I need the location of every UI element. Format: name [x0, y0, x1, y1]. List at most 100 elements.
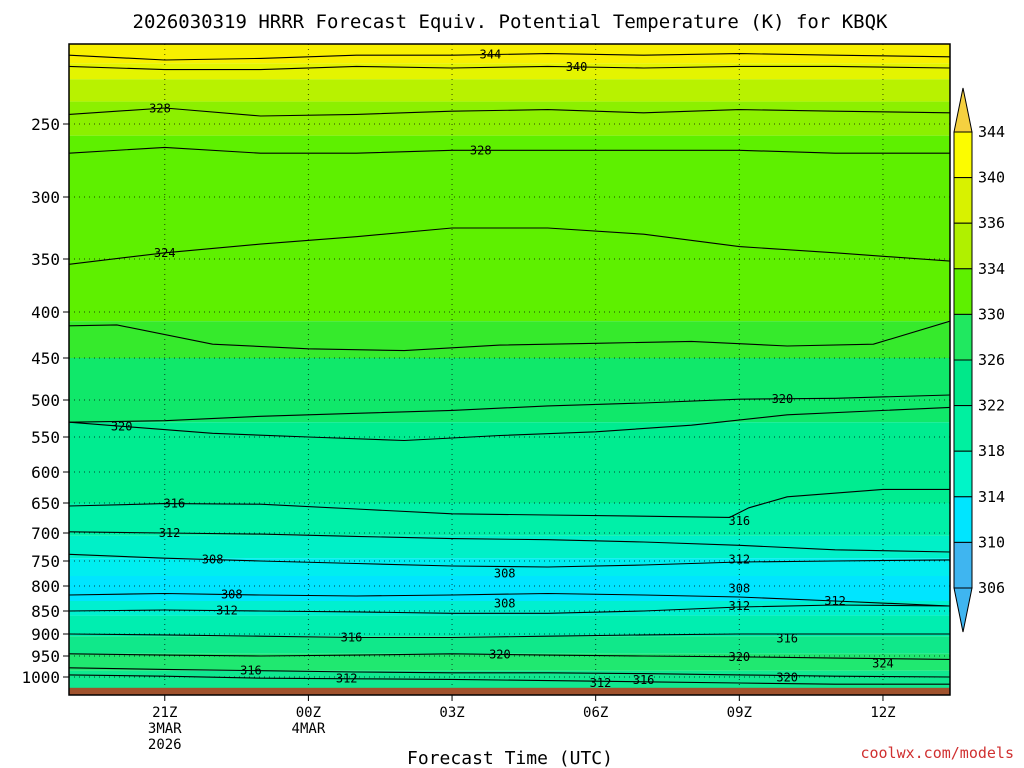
x-tick-label: 2026 [148, 737, 182, 753]
contour-label: 312 [728, 552, 750, 566]
colorbar-swatch [953, 405, 973, 452]
y-tick-label: 750 [31, 552, 60, 571]
y-tick-label: 400 [31, 303, 60, 322]
color-band [69, 101, 950, 136]
color-band [69, 321, 950, 358]
y-tick-label: 500 [31, 391, 60, 410]
contour-label: 308 [494, 597, 516, 611]
x-tick-label: 12Z [870, 705, 895, 721]
contour-label: 328 [470, 143, 492, 157]
contour-label: 316 [728, 514, 750, 528]
color-band [69, 601, 950, 616]
contour-line [69, 394, 950, 423]
colorbar-bottom-arrow [953, 587, 973, 633]
y-tick-label: 850 [31, 602, 60, 621]
y-tick-label: 300 [31, 188, 60, 207]
colorbar-tick-label: 318 [978, 442, 1005, 460]
contour-line [69, 53, 950, 61]
contour-line [69, 531, 950, 553]
y-tick-label: 800 [31, 577, 60, 596]
y-tick-label: 1000 [21, 668, 60, 687]
colorbar-tick-label: 326 [978, 351, 1005, 369]
chart-title: 2026030319 HRRR Forecast Equiv. Potentia… [133, 11, 889, 33]
colorbar-tick-label: 306 [978, 579, 1005, 597]
colorbar-tick-label: 344 [978, 123, 1005, 141]
y-tick-label: 900 [31, 625, 60, 644]
color-band [69, 503, 950, 536]
contour-line [69, 227, 950, 265]
y-tick-label: 550 [31, 428, 60, 447]
plot-area: 344 340 328 328 324 320 320 316 312 308 308 312 316 3… [69, 44, 950, 695]
dotted-gridlines [69, 44, 950, 695]
colorbar-swatch [953, 268, 973, 315]
colorbar-swatch [953, 496, 973, 543]
x-tick-label: 4MAR [292, 721, 326, 737]
contour-label: 324 [154, 246, 176, 260]
contour-label: 308 [221, 588, 243, 602]
contour-label: 312 [336, 672, 358, 686]
contour-label: 316 [341, 630, 363, 644]
contour-label: 328 [149, 101, 171, 115]
colorbar: 344 340 336 334 330 326 322 318 314 310 306 [953, 87, 1005, 633]
colorbar-swatch [953, 541, 973, 589]
color-band [69, 535, 950, 559]
color-band [69, 615, 950, 637]
contour-label: 324 [872, 657, 894, 671]
y-axis: 250 300 350 400 450 500 550 600 650 700 750 800 850 9… [21, 115, 69, 687]
y-tick-label: 600 [31, 463, 60, 482]
color-band [69, 653, 950, 671]
x-tick-label: 3MAR [148, 721, 182, 737]
contour-line [69, 592, 950, 607]
contour-lines: 344 340 328 328 324 320 320 316 312 308 308 312 316 3… [69, 48, 950, 690]
contour-label: 308 [728, 582, 750, 596]
contour-label: 316 [163, 497, 185, 511]
contour-line [69, 65, 950, 71]
credit-text: coolwx.com/models [860, 744, 1014, 762]
colorbar-tick-label: 336 [978, 214, 1005, 232]
contour-label: 312 [728, 599, 750, 613]
colorbar-top-arrow [953, 87, 973, 133]
y-tick-label: 700 [31, 524, 60, 543]
y-tick-label: 250 [31, 115, 60, 134]
y-tick-label: 950 [31, 647, 60, 666]
x-tick-label: 06Z [583, 705, 608, 721]
contour-line [69, 320, 950, 352]
contour-line [69, 653, 950, 660]
color-band [69, 63, 950, 80]
contour-line [69, 107, 950, 117]
color-band [69, 636, 950, 654]
colorbar-tick-label: 310 [978, 533, 1005, 551]
color-band [69, 44, 950, 64]
ground-surface [69, 687, 950, 695]
contour-label: 344 [480, 48, 502, 62]
x-tick-label: 21Z [152, 705, 177, 721]
plot-frame [68, 43, 951, 696]
contour-line [69, 667, 950, 678]
contour-line [69, 406, 950, 442]
colorbar-swatch [953, 222, 973, 270]
contour-label: 320 [776, 671, 798, 685]
contour-label: 312 [590, 676, 612, 690]
contour-label: 316 [633, 673, 655, 687]
colorbar-swatch [953, 177, 973, 224]
contour-label: 316 [240, 664, 262, 678]
x-tick-label: 00Z [296, 705, 321, 721]
contour-label: 320 [111, 419, 133, 433]
contour-line [69, 674, 950, 685]
colorbar-tick-label: 330 [978, 305, 1005, 323]
contour-label: 312 [824, 594, 846, 608]
y-tick-label: 450 [31, 349, 60, 368]
x-axis-label: Forecast Time (UTC) [407, 748, 613, 768]
colorbar-tick-label: 334 [978, 260, 1005, 278]
contour-line [69, 488, 950, 518]
contour-label: 312 [159, 526, 181, 540]
color-band [69, 576, 950, 601]
color-band [69, 79, 950, 102]
color-band [69, 358, 950, 423]
colorbar-swatch [953, 313, 973, 361]
colorbar-swatch [953, 131, 973, 179]
x-tick-label: 09Z [727, 705, 752, 721]
colorbar-swatch [953, 450, 973, 498]
